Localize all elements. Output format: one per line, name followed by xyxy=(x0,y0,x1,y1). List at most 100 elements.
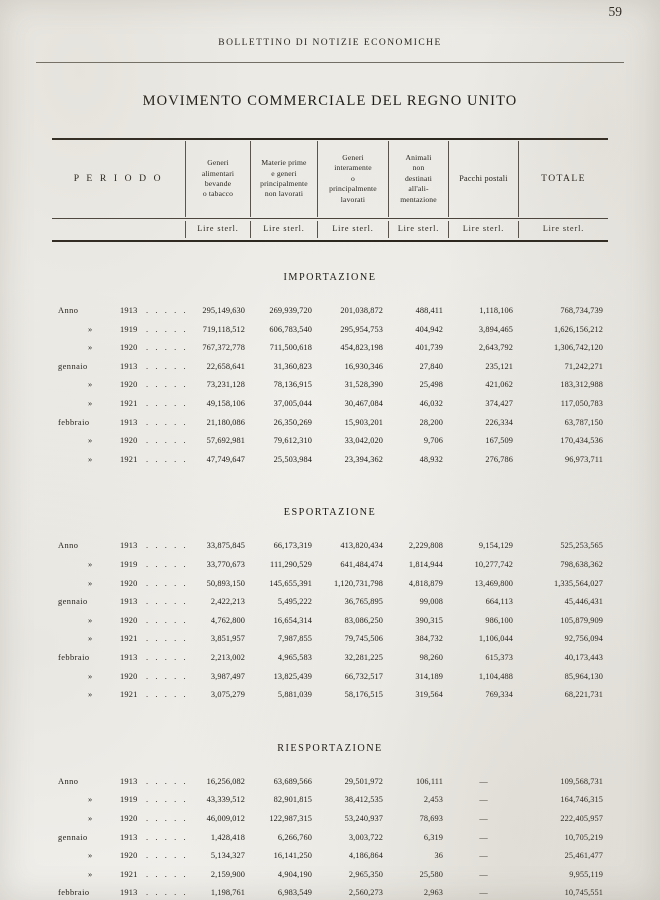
table-cell: 66,732,517 xyxy=(344,671,383,681)
row-leader-dots: . . . . . xyxy=(146,399,189,408)
table-cell: 16,654,314 xyxy=(273,615,312,625)
table-cell: 46,032 xyxy=(419,399,443,408)
table-cell: 29,501,972 xyxy=(344,776,383,786)
column-header-4: Animali non destinati all'ali-mentazione xyxy=(389,153,448,205)
table-cell: 16,256,082 xyxy=(206,776,245,786)
row-period-name: febbraio xyxy=(58,653,90,662)
row-leader-dots: . . . . . xyxy=(146,541,189,551)
table-cell: 421,062 xyxy=(485,380,513,390)
row-period-idem: » xyxy=(88,324,93,334)
table-cell: 1,814,944 xyxy=(408,560,443,569)
row-leader-dots: . . . . . xyxy=(146,653,189,662)
table-cell: 63,689,566 xyxy=(273,776,312,786)
table-cell: 33,042,020 xyxy=(344,436,383,446)
table-cell: 413,820,434 xyxy=(340,541,383,551)
running-head: BOLLETTINO DI NOTIZIE ECONOMICHE xyxy=(0,38,660,54)
table-cell: 26,350,269 xyxy=(273,417,312,427)
table-cell: 1,118,106 xyxy=(479,306,513,315)
table-column-separator xyxy=(185,221,186,238)
header-text-line: Generi xyxy=(207,158,229,168)
table-row: » 1920 . . . . . 73,231,128 78,136,915 31,528… xyxy=(52,378,608,392)
table-cell: 21,180,086 xyxy=(206,417,245,427)
table-cell: 78,693 xyxy=(419,814,443,823)
table-row: » 1919 . . . . . 33,770,673 111,290,529 641,4… xyxy=(52,558,608,572)
header-text-line: Generi xyxy=(342,153,364,162)
row-period-year: 1920 xyxy=(120,436,138,446)
column-header-periodo: P E R I O D O xyxy=(52,173,185,184)
table-row: » 1921 . . . . . 49,158,106 37,005,044 30,467… xyxy=(52,397,608,411)
row-period-year: 1920 xyxy=(120,671,138,681)
header-text-line: lavorati xyxy=(340,194,366,204)
table-row: gennaio 1913 . . . . . 2,422,213 5,495,222 36… xyxy=(52,595,608,609)
table-row: » 1919 . . . . . 719,118,512 606,783,540 295,… xyxy=(52,323,608,337)
table-cell: 40,173,443 xyxy=(564,653,603,662)
table-cell: 38,412,535 xyxy=(344,795,383,805)
table-cell: 111,290,529 xyxy=(270,560,312,569)
table-cell: — xyxy=(479,869,488,879)
table-cell: 2,229,808 xyxy=(408,541,443,551)
row-period-year: 1920 xyxy=(120,615,138,625)
header-text-line: principalmente xyxy=(260,179,308,188)
table-cell: 49,158,106 xyxy=(206,399,245,408)
table-row: » 1919 . . . . . 43,339,512 82,901,815 38,412… xyxy=(52,793,608,807)
table-cell: 9,955,119 xyxy=(569,869,603,879)
table-cell: 606,783,540 xyxy=(269,324,312,334)
table-cell: 16,141,250 xyxy=(273,851,312,861)
row-period-year: 1913 xyxy=(120,597,138,607)
table-cell: 145,655,391 xyxy=(269,578,312,588)
row-leader-dots: . . . . . xyxy=(146,795,189,805)
table-cell: 63,787,150 xyxy=(564,417,603,427)
table-cell: 79,745,506 xyxy=(344,634,383,644)
table-cell: 1,335,564,027 xyxy=(553,578,603,588)
header-text-line: o tabacco xyxy=(202,189,234,199)
row-period-year: 1919 xyxy=(120,795,138,805)
table-cell: 167,509 xyxy=(485,436,513,446)
header-text-line: non xyxy=(412,163,425,173)
table-cell: 2,965,350 xyxy=(348,869,383,879)
table-cell: — xyxy=(479,832,488,842)
column-unit-label: Lire sterl. xyxy=(542,224,585,233)
table-row: gennaio 1913 . . . . . 1,428,418 6,266,760 3,… xyxy=(52,831,608,845)
row-leader-dots: . . . . . xyxy=(146,560,189,569)
table-cell: 16,930,346 xyxy=(344,361,383,371)
header-text-line: e generi xyxy=(271,168,297,178)
table-cell: — xyxy=(479,851,488,861)
table-cell: 767,372,778 xyxy=(202,343,245,353)
column-unit-label: Lire sterl. xyxy=(332,224,374,233)
row-period-name: febbraio xyxy=(58,888,90,898)
table-cell: 170,434,536 xyxy=(560,436,603,446)
table-cell: 3,987,497 xyxy=(210,671,245,681)
header-rule xyxy=(36,62,624,63)
table-cell: 109,568,731 xyxy=(560,776,603,786)
table-cell: 10,745,551 xyxy=(564,888,603,898)
row-period-year: 1920 xyxy=(120,380,138,390)
table-column-separator xyxy=(250,221,251,238)
table-cell: 4,818,879 xyxy=(408,578,443,588)
row-period-year: 1920 xyxy=(120,851,138,861)
table-row: febbraio 1913 . . . . . 1,198,761 6,983,549 2… xyxy=(52,886,608,900)
table-cell: 3,003,722 xyxy=(348,832,383,842)
column-header-5: Pacchi postali xyxy=(449,174,518,184)
table-cell: 164,746,315 xyxy=(560,795,603,805)
table-cell: 27,840 xyxy=(419,361,443,371)
table-cell: 7,987,855 xyxy=(277,634,312,644)
table-row: » 1920 . . . . . 46,009,012 122,987,315 53,24… xyxy=(52,812,608,826)
table-cell: 43,339,512 xyxy=(206,795,245,805)
table-row: febbraio 1913 . . . . . 21,180,086 26,350,26… xyxy=(52,416,608,430)
column-header-1: Generi alimentari bevande o tabacco xyxy=(186,158,250,200)
table-cell: 201,038,872 xyxy=(340,306,383,315)
table-horizontal-rule xyxy=(52,218,608,219)
column-header-3: Generi interamente o principalmente lavorati xyxy=(318,153,388,205)
table-cell: 769,334 xyxy=(485,690,513,700)
table-cell: 9,154,129 xyxy=(478,541,513,551)
table-cell: 23,394,362 xyxy=(344,454,383,464)
table-row: » 1921 . . . . . 3,075,279 5,881,039 58,176,5… xyxy=(52,688,608,702)
table-cell: 117,050,783 xyxy=(560,399,603,408)
row-period-name: Anno xyxy=(58,776,79,786)
row-period-idem: » xyxy=(88,399,93,408)
table-cell: 5,134,327 xyxy=(210,851,245,861)
table-cell: 2,453 xyxy=(423,795,443,805)
table-cell: 295,149,630 xyxy=(202,306,245,315)
table-cell: — xyxy=(479,795,488,805)
table-column-separator xyxy=(448,141,449,217)
